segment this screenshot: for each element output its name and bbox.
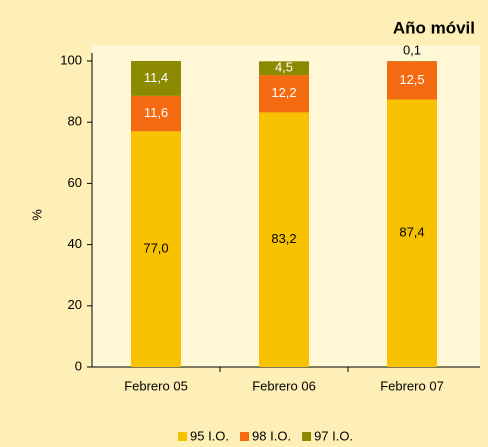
legend-label: 95 I.O. (190, 428, 229, 443)
y-tick-label: 40 (68, 236, 82, 251)
bar-segment (259, 112, 309, 368)
x-tick-label: Febrero 06 (252, 378, 316, 393)
y-tick-label: 60 (68, 175, 82, 190)
data-label: 11,4 (144, 70, 168, 85)
data-label: 12,5 (399, 72, 424, 87)
bar-segment (387, 99, 437, 367)
legend-swatch (240, 432, 250, 441)
data-label: 83,2 (271, 231, 296, 246)
y-tick-label: 100 (60, 52, 82, 67)
data-label: 87,4 (399, 225, 424, 240)
data-label: 4,5 (275, 60, 293, 75)
y-tick-label: 0 (75, 358, 82, 373)
bar-segment (131, 95, 181, 132)
bar-segment (259, 75, 309, 113)
x-tick-label: Febrero 05 (124, 378, 188, 393)
legend-swatch (302, 432, 312, 441)
bar-segment (131, 131, 181, 367)
bar-segment (131, 61, 181, 96)
data-label: 0,1 (403, 42, 421, 57)
y-axis-label: % (29, 209, 44, 221)
y-tick-label: 20 (68, 297, 82, 312)
data-label: 12,2 (271, 85, 296, 100)
data-label: 11,6 (144, 105, 168, 120)
y-tick-label: 80 (68, 114, 82, 129)
legend-label: 98 I.O. (252, 428, 291, 443)
bar-segment (259, 61, 309, 76)
x-tick-label: Febrero 07 (380, 378, 444, 393)
bar-segment (387, 61, 437, 100)
chart-title: Año móvil (393, 18, 475, 37)
data-label: 77,0 (143, 241, 168, 256)
legend-swatch (178, 432, 187, 441)
legend-label: 97 I.O. (314, 428, 353, 443)
